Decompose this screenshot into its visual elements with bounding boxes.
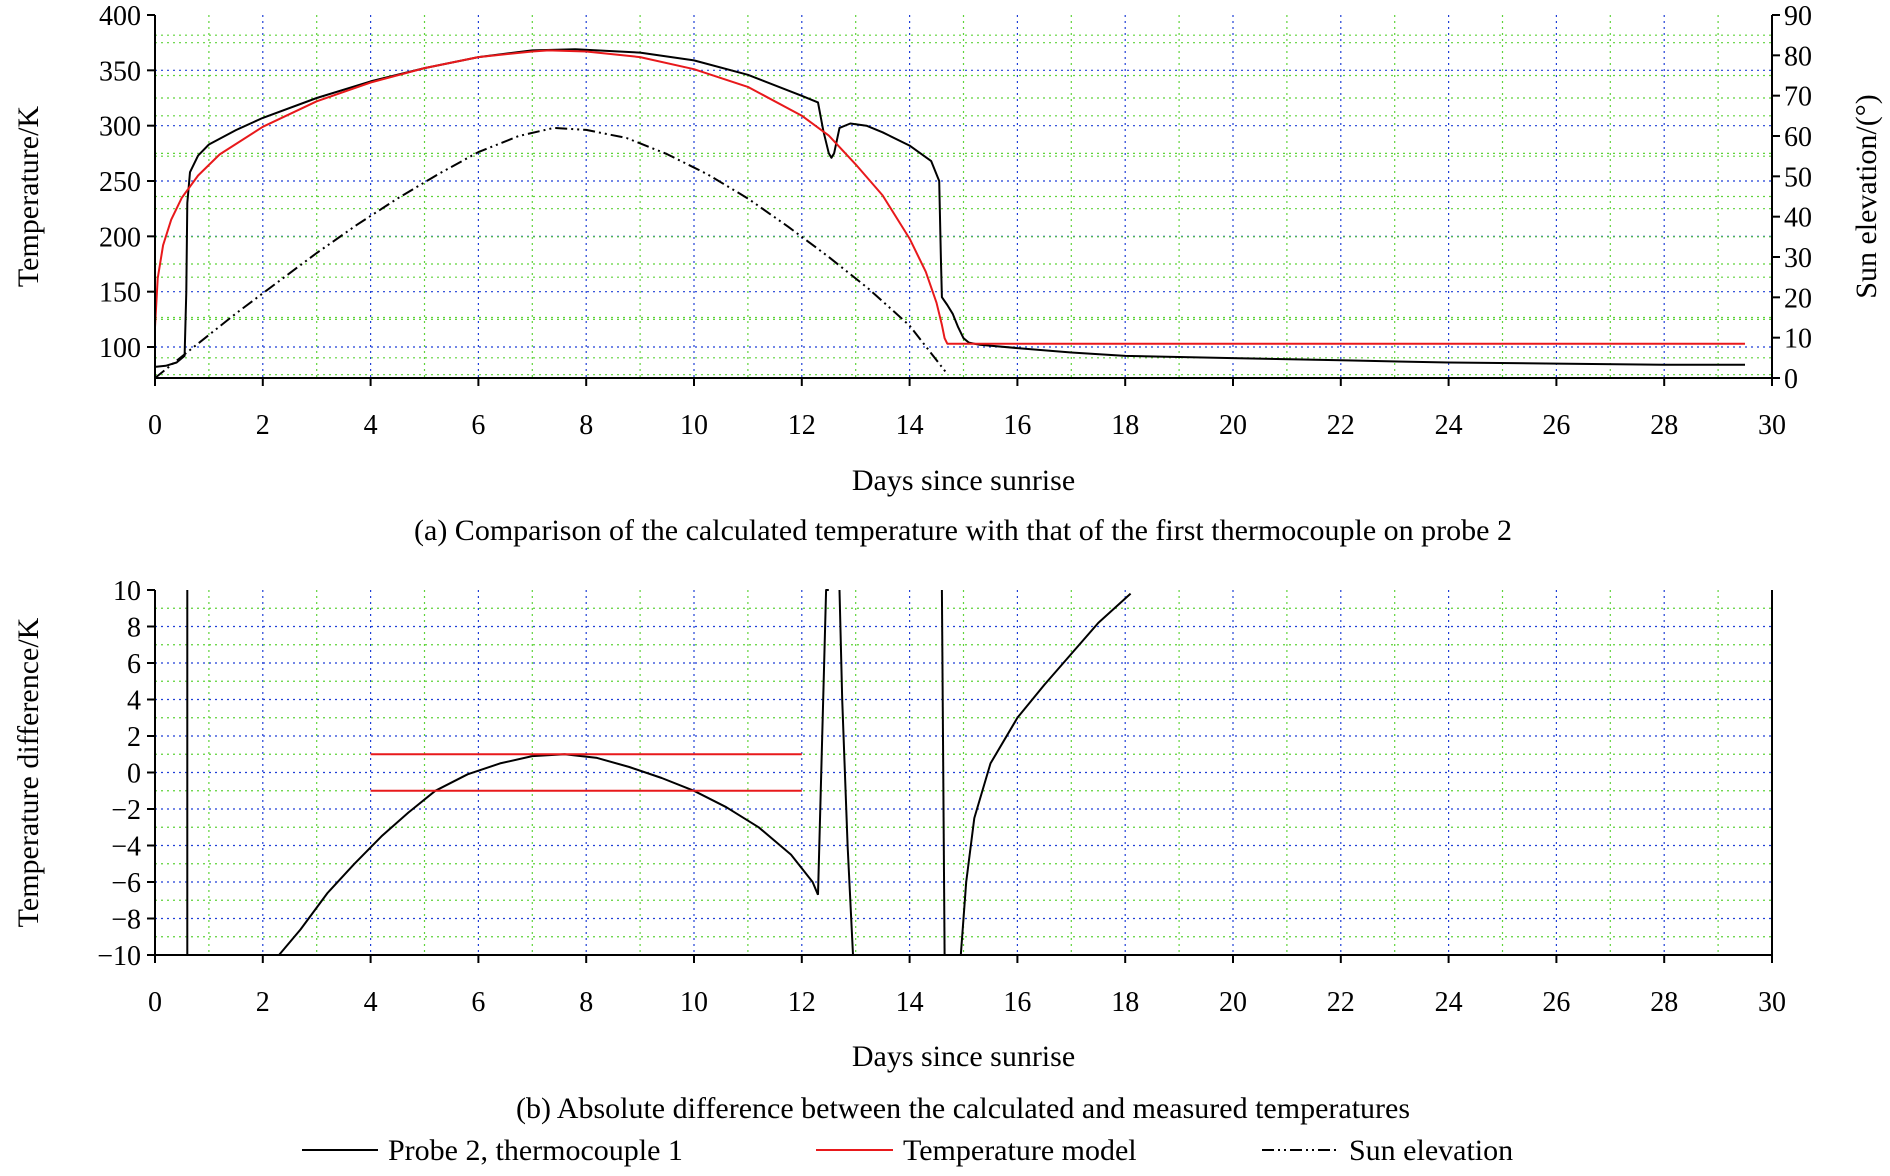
y2-tick-label: 20 <box>1784 283 1812 314</box>
x-tick-label: 6 <box>471 410 485 441</box>
x-tick-label: 4 <box>364 987 378 1018</box>
legend-label-model: Temperature model <box>903 1134 1137 1167</box>
y-tick-label: −10 <box>97 941 141 972</box>
series-a <box>154 48 1745 379</box>
y-tick-label: −6 <box>111 868 141 899</box>
x-tick-label: 8 <box>579 410 593 441</box>
grid-b <box>155 590 1772 955</box>
x-tick-label: 16 <box>1003 987 1031 1018</box>
series-probe <box>278 753 819 956</box>
x-tick-label: 30 <box>1758 987 1786 1018</box>
legend-label-sun: Sun elevation <box>1349 1134 1513 1167</box>
x-tick-label: 26 <box>1542 987 1570 1018</box>
y-tick-label: 350 <box>99 56 141 87</box>
chart-a: 0 2 4 6 8 10 12 14 16 18 20 22 24 26 28 301001502002503… <box>12 1 1883 547</box>
chart-b: 0 2 4 6 8 10 12 14 16 18 20 22 24 26 28 30−10−8−6−4−202… <box>12 576 1786 1125</box>
series-probe <box>959 592 1132 956</box>
series-model <box>154 49 1745 345</box>
y-tick-label: 300 <box>99 112 141 143</box>
y2-tick-label: 90 <box>1784 1 1812 32</box>
x-tick-label: 2 <box>256 987 270 1018</box>
series-probe <box>817 589 829 895</box>
x-tick-label: 18 <box>1111 410 1139 441</box>
y2-axis-title: Sun elevation/(°) <box>1850 94 1883 298</box>
x-tick-label: 26 <box>1542 410 1570 441</box>
y2-tick-label: 0 <box>1784 364 1798 395</box>
y2-tick-label: 80 <box>1784 41 1812 72</box>
x-tick-label: 4 <box>364 410 378 441</box>
y-tick-label: 200 <box>99 222 141 253</box>
grid-a <box>155 15 1772 378</box>
axes-a: 0 2 4 6 8 10 12 14 16 18 20 22 24 26 28 301001502002503… <box>99 1 1812 441</box>
x-tick-label: 28 <box>1650 410 1678 441</box>
x-tick-label: 24 <box>1435 987 1463 1018</box>
x-tick-label: 14 <box>896 987 924 1018</box>
series-probe <box>838 589 854 956</box>
x-tick-label: 16 <box>1003 410 1031 441</box>
x-tick-label: 10 <box>680 987 708 1018</box>
y-tick-label: −8 <box>111 905 141 936</box>
y-tick-label: 2 <box>127 722 141 753</box>
x-tick-label: 0 <box>148 410 162 441</box>
y-tick-label: 0 <box>127 759 141 790</box>
x-tick-label: 12 <box>788 410 816 441</box>
y-tick-label: 100 <box>99 333 141 364</box>
y2-tick-label: 60 <box>1784 122 1812 153</box>
y2-tick-label: 50 <box>1784 162 1812 193</box>
x-tick-label: 30 <box>1758 410 1786 441</box>
x-axis-title: Days since sunrise <box>852 464 1075 497</box>
legend-label-probe: Probe 2, thermocouple 1 <box>388 1134 683 1167</box>
x-tick-label: 8 <box>579 987 593 1018</box>
y-axis-title: Temperature/K <box>12 106 45 287</box>
chart-caption: (b) Absolute difference between the calc… <box>516 1092 1410 1125</box>
x-tick-label: 24 <box>1435 410 1463 441</box>
x-tick-label: 28 <box>1650 987 1678 1018</box>
series-sun <box>154 126 949 379</box>
legend: Probe 2, thermocouple 1 Temperature model… <box>302 1134 1513 1167</box>
y-tick-label: 250 <box>99 167 141 198</box>
y2-tick-label: 40 <box>1784 203 1812 234</box>
x-tick-label: 6 <box>471 987 485 1018</box>
x-tick-label: 2 <box>256 410 270 441</box>
x-tick-label: 18 <box>1111 987 1139 1018</box>
y-axis-title: Temperature difference/K <box>12 617 45 927</box>
axes-b: 0 2 4 6 8 10 12 14 16 18 20 22 24 26 28 30−10−8−6−4−202… <box>97 576 1786 1018</box>
x-tick-label: 0 <box>148 987 162 1018</box>
series-probe <box>154 48 1745 368</box>
x-tick-label: 22 <box>1327 410 1355 441</box>
x-tick-label: 14 <box>896 410 924 441</box>
y-tick-label: −2 <box>111 795 141 826</box>
x-tick-label: 20 <box>1219 987 1247 1018</box>
y2-tick-label: 70 <box>1784 82 1812 113</box>
x-tick-label: 20 <box>1219 410 1247 441</box>
y-tick-label: 6 <box>127 649 141 680</box>
x-axis-title: Days since sunrise <box>852 1040 1075 1073</box>
x-tick-label: 22 <box>1327 987 1355 1018</box>
y-tick-label: 150 <box>99 278 141 309</box>
y-tick-label: 8 <box>127 613 141 644</box>
x-tick-label: 10 <box>680 410 708 441</box>
series-probe <box>940 589 946 956</box>
y2-tick-label: 10 <box>1784 324 1812 355</box>
y-tick-label: 4 <box>127 686 141 717</box>
y2-tick-label: 30 <box>1784 243 1812 274</box>
y-tick-label: −4 <box>111 832 141 863</box>
series-b <box>186 589 1132 956</box>
chart-caption: (a) Comparison of the calculated tempera… <box>414 514 1512 547</box>
y-tick-label: 400 <box>99 1 141 32</box>
x-tick-label: 12 <box>788 987 816 1018</box>
y-tick-label: 10 <box>113 576 141 607</box>
